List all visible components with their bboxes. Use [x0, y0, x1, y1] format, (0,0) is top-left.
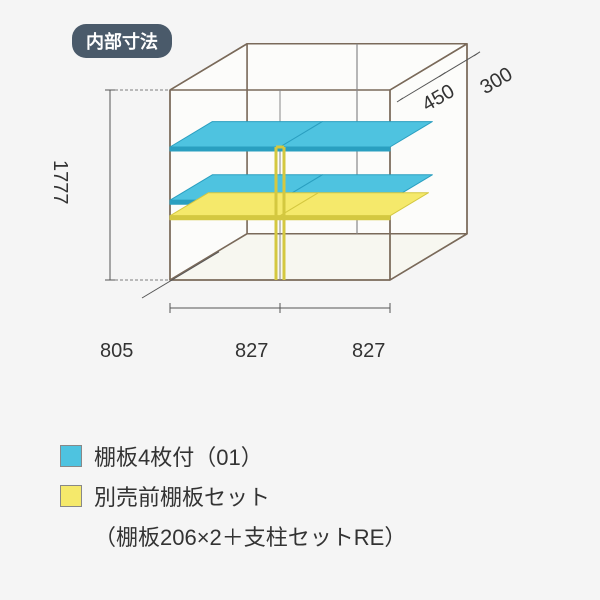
legend-label-1: 棚板4枚付（01） [94, 440, 263, 472]
swatch-blue [60, 445, 82, 467]
legend-label-2: 別売前棚板セット [94, 480, 270, 512]
swatch-yellow [60, 485, 82, 507]
legend-item-optional: 別売前棚板セット [60, 480, 406, 512]
dim-height: 1777 [48, 160, 71, 205]
iso-box-svg [40, 40, 540, 370]
dim-depth: 805 [100, 340, 133, 363]
legend: 棚板4枚付（01） 別売前棚板セット （棚板206×2＋支柱セットRE） [60, 440, 406, 552]
dimension-diagram: 1777 805 827 827 450 300 [40, 40, 540, 370]
dim-width-left: 827 [235, 340, 268, 363]
legend-sub-2: （棚板206×2＋支柱セットRE） [94, 520, 406, 552]
dim-width-right: 827 [352, 340, 385, 363]
legend-item-shelves: 棚板4枚付（01） [60, 440, 406, 472]
